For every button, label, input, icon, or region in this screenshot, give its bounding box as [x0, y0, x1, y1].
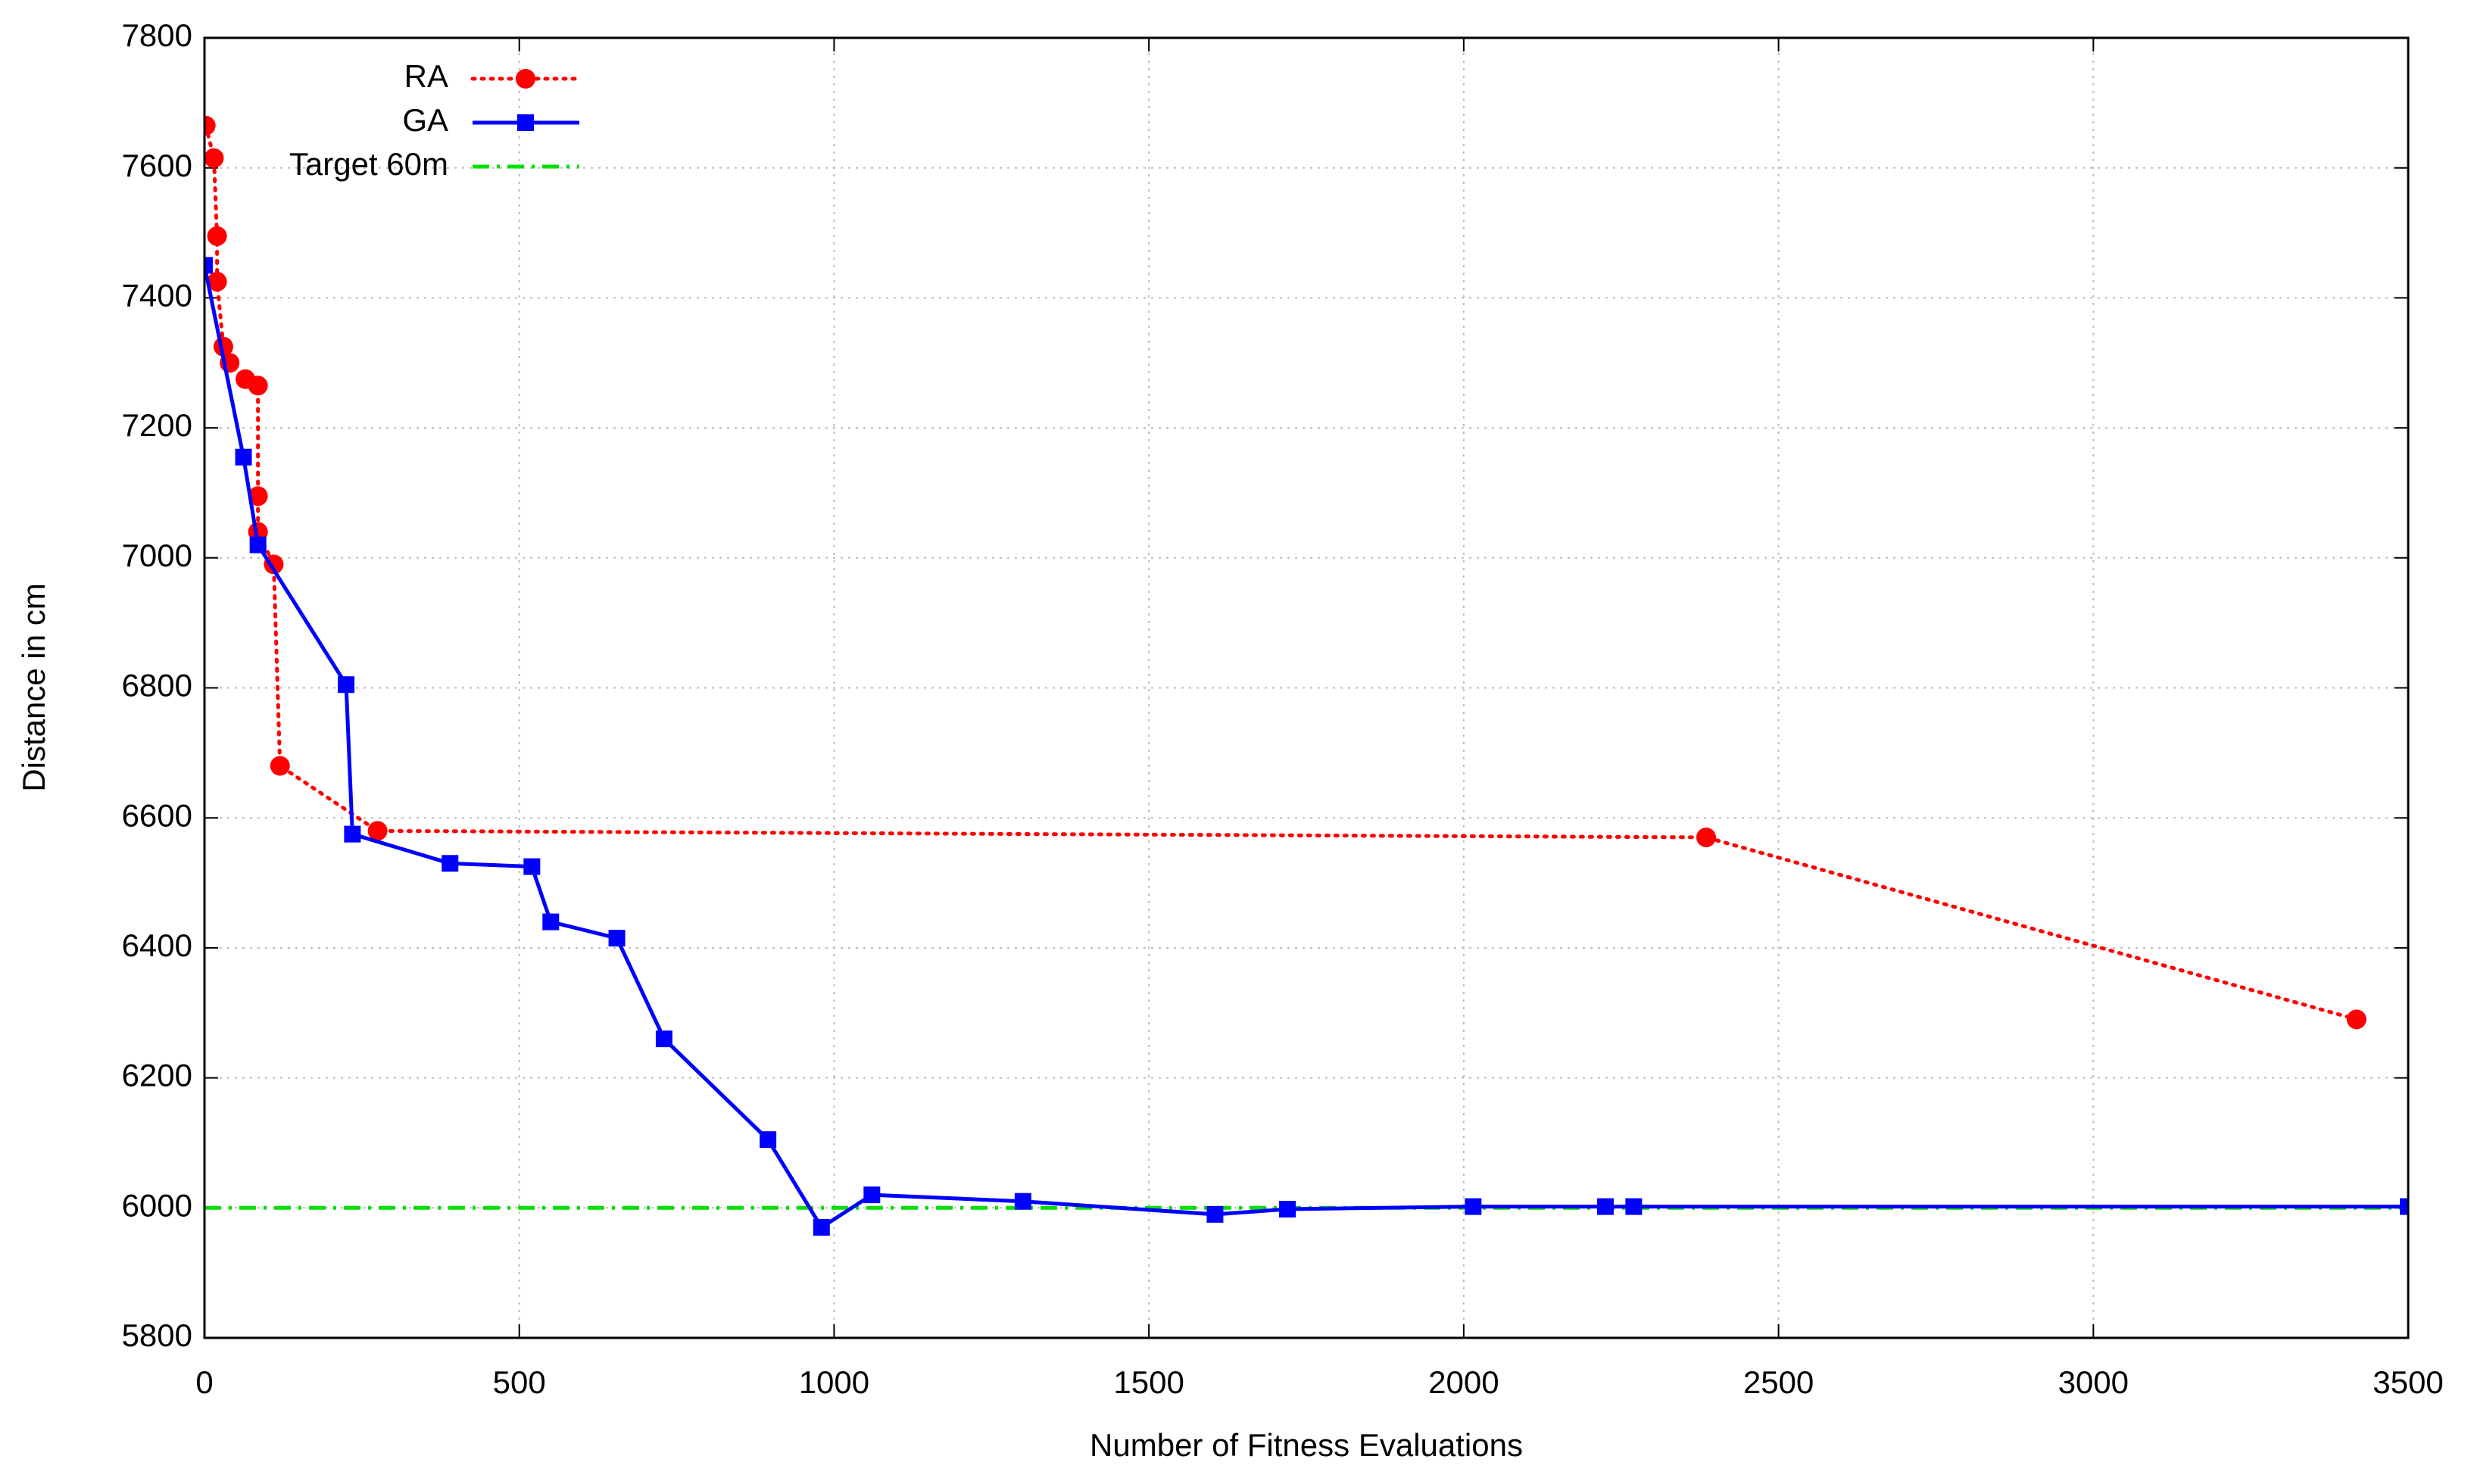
point: [2400, 1198, 2408, 1215]
point: [338, 676, 355, 694]
point: [367, 821, 388, 841]
x-tick-label: 3500: [2373, 1364, 2443, 1400]
point: [523, 858, 541, 875]
plot-area: [204, 115, 2408, 1236]
y-tick-label: 6000: [122, 1187, 192, 1223]
x-tick-label: 500: [493, 1364, 546, 1400]
point: [248, 376, 268, 396]
legend-marker: [516, 69, 535, 89]
point: [863, 1186, 881, 1204]
point: [204, 148, 224, 168]
point: [207, 271, 227, 292]
point: [249, 536, 267, 553]
point: [235, 448, 252, 466]
legend-label: GA: [402, 102, 448, 138]
x-tick-label: 3000: [2058, 1364, 2129, 1400]
x-tick-label: 0: [195, 1364, 213, 1400]
x-tick-label: 1500: [1113, 1364, 1184, 1400]
legend-label: Target 60m: [289, 146, 448, 182]
y-tick-label: 6800: [122, 668, 192, 703]
point: [207, 226, 227, 246]
point: [655, 1030, 672, 1048]
point: [813, 1219, 830, 1236]
point: [1625, 1198, 1643, 1215]
y-tick-label: 7000: [122, 538, 192, 573]
y-tick-label: 7800: [122, 17, 192, 53]
point: [760, 1131, 777, 1149]
series-line: [204, 123, 2359, 1021]
y-tick-label: 7600: [122, 148, 192, 183]
y-tick-label: 5800: [122, 1317, 192, 1353]
x-tick-label: 2000: [1428, 1364, 1499, 1400]
series-line: [204, 264, 2408, 1230]
point: [248, 486, 268, 507]
y-tick-label: 6600: [122, 797, 192, 833]
x-tick-label: 2500: [1743, 1364, 1814, 1400]
point: [204, 257, 213, 274]
point: [441, 855, 459, 872]
x-tick-label: 1000: [799, 1364, 869, 1400]
plot-frame: [203, 36, 2410, 1339]
point: [204, 115, 216, 136]
legend-label: RA: [404, 58, 448, 94]
point: [1696, 827, 1716, 847]
point: [1279, 1201, 1296, 1218]
point: [1206, 1205, 1224, 1223]
point: [344, 825, 361, 843]
y-tick-label: 6200: [122, 1058, 192, 1093]
point: [270, 756, 290, 776]
point: [1014, 1192, 1031, 1210]
point: [1596, 1198, 1614, 1215]
y-axis-label: Distance in cm: [16, 583, 51, 791]
x-axis-label: Number of Fitness Evaluations: [1090, 1427, 1523, 1463]
point: [608, 930, 626, 947]
point: [542, 913, 560, 931]
point: [1465, 1198, 1482, 1215]
point: [2346, 1009, 2367, 1030]
y-tick-label: 6400: [122, 928, 192, 963]
legend-marker: [517, 114, 534, 131]
y-tick-label: 7400: [122, 277, 192, 313]
y-tick-label: 7200: [122, 407, 192, 443]
